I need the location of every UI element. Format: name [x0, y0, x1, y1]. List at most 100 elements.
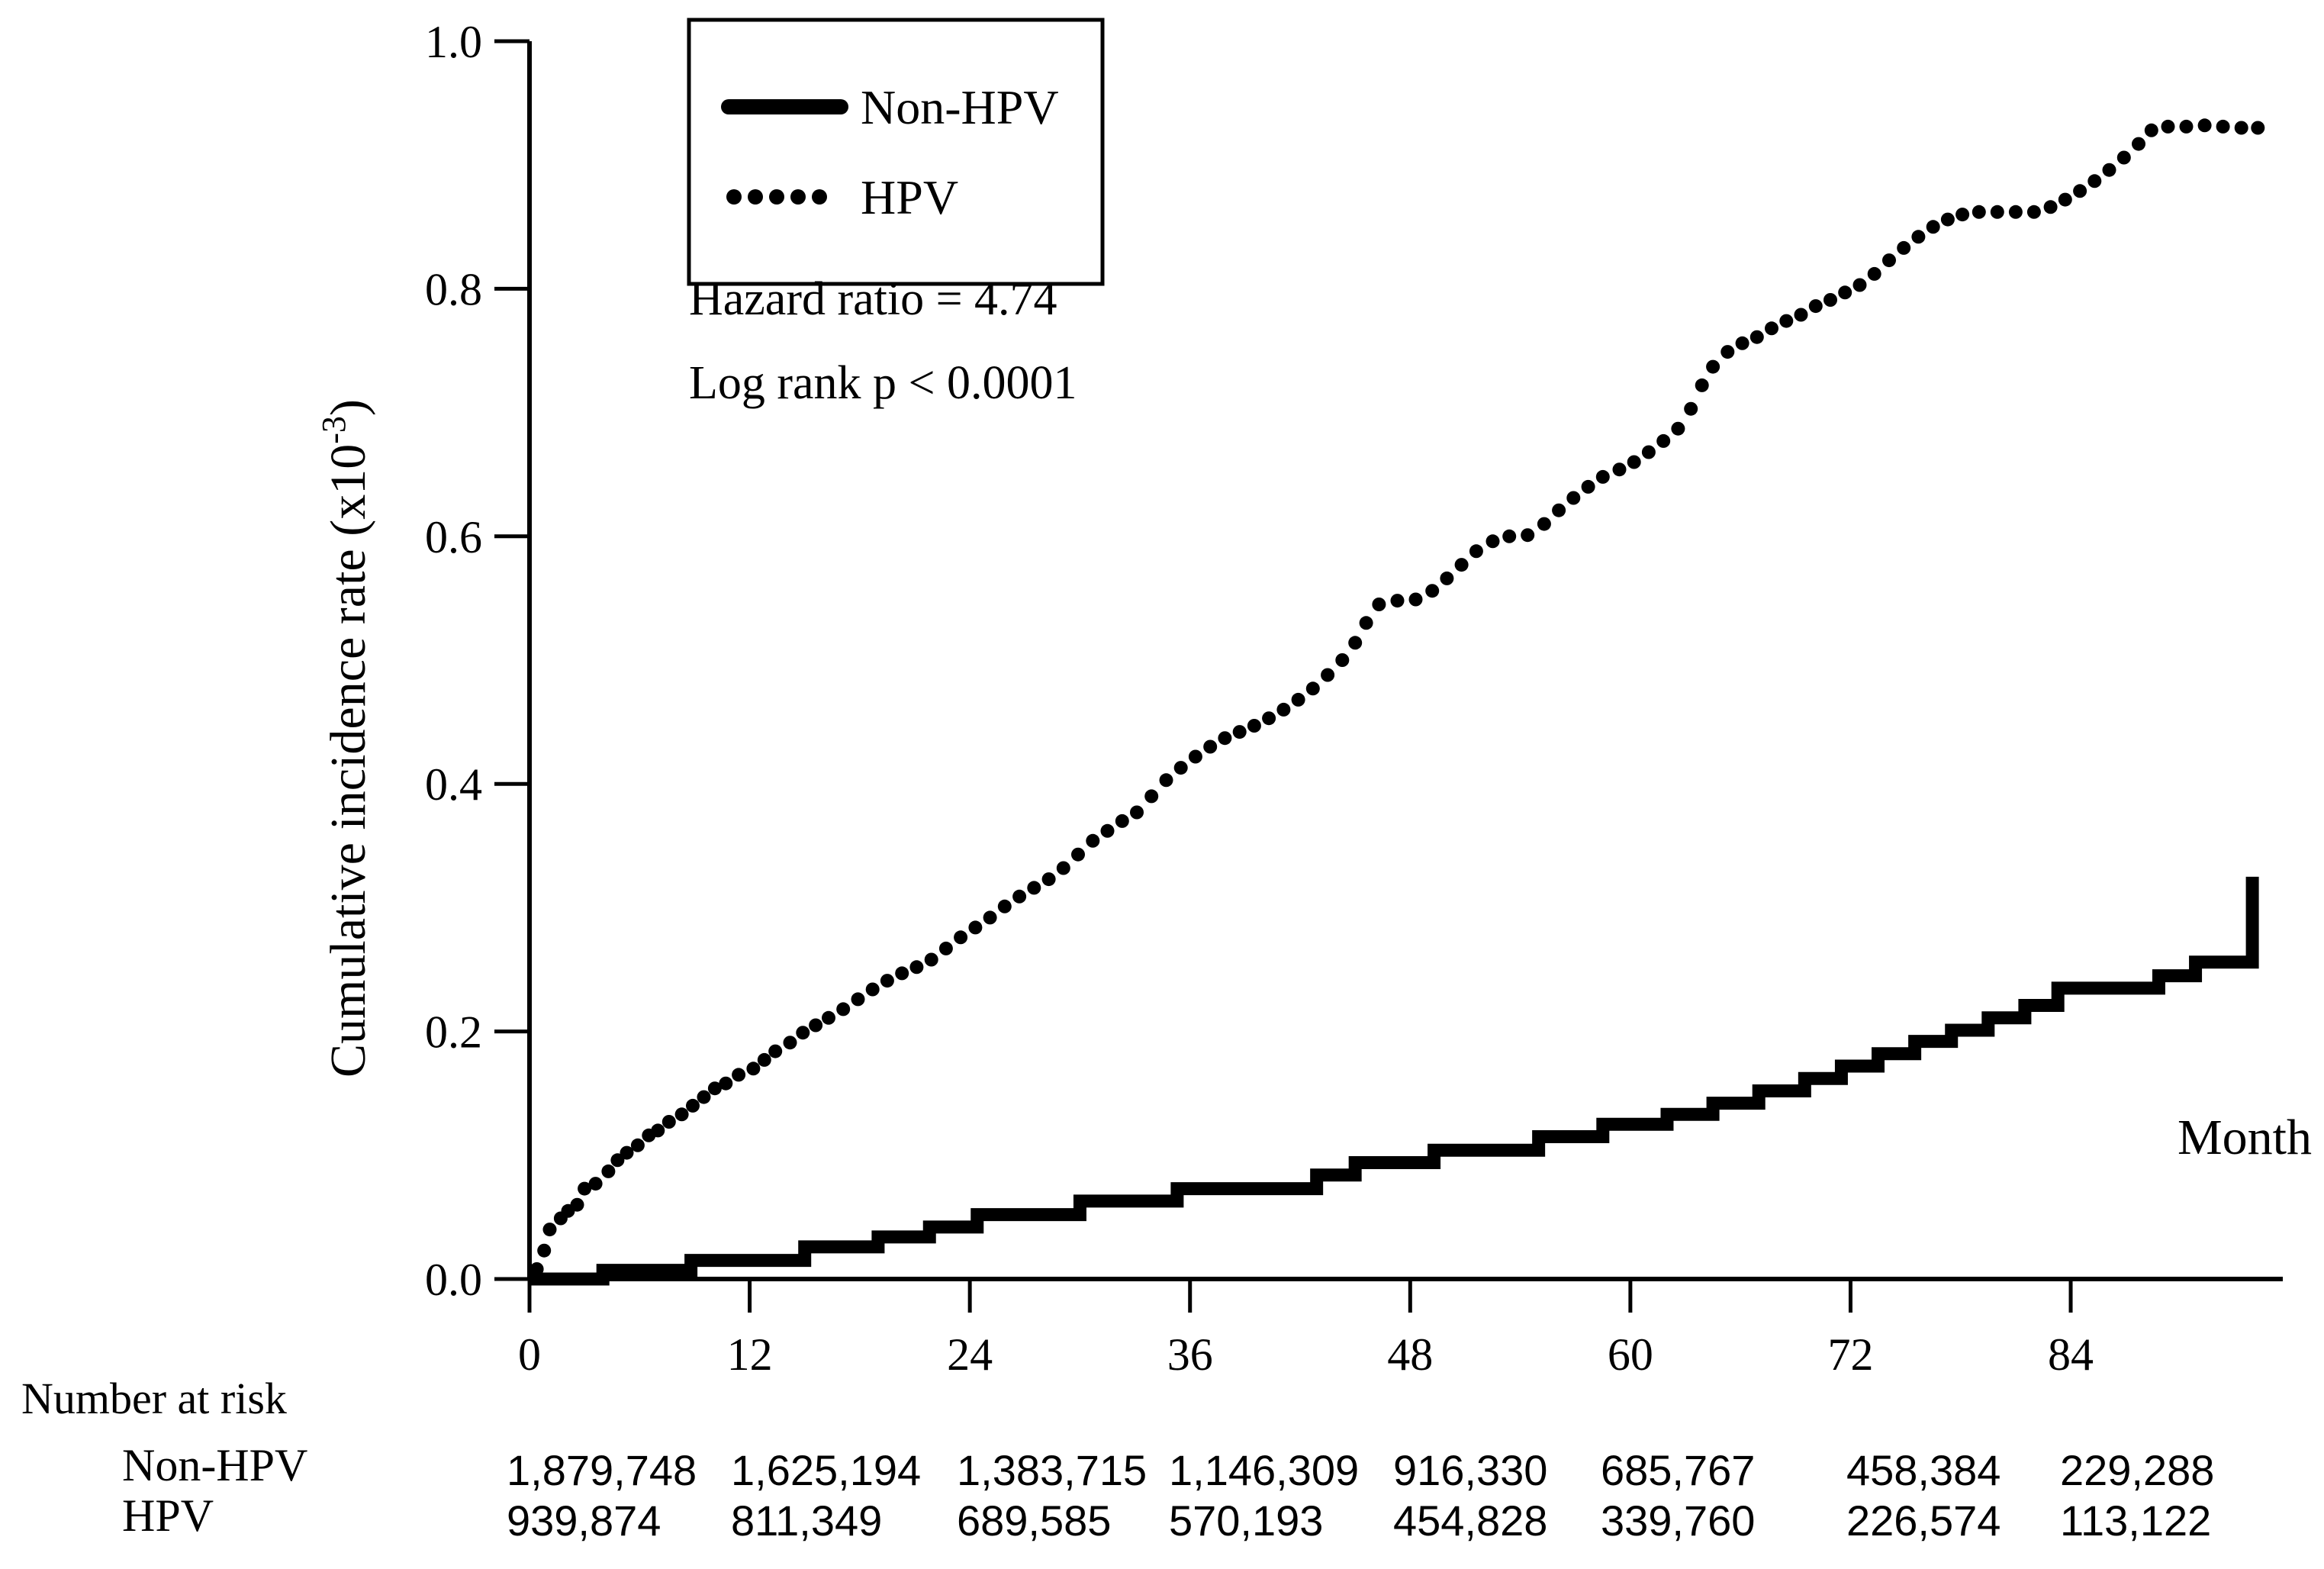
hpv-dot — [2087, 174, 2102, 188]
hpv-dot — [630, 1138, 645, 1152]
legend-dot — [769, 189, 784, 205]
y-tick-label: 0.4 — [425, 759, 482, 810]
hpv-dot — [1823, 293, 1837, 307]
hpv-dot — [1203, 739, 1218, 754]
hpv-dot — [686, 1098, 700, 1113]
hpv-dot — [1940, 212, 1955, 227]
y-axis-title-close: ) — [320, 399, 376, 416]
hpv-dot — [1144, 789, 1159, 804]
y-tick-label: 0.2 — [425, 1007, 482, 1058]
risk-value: 229,288 — [2060, 1446, 2214, 1494]
hpv-dot — [1425, 584, 1440, 598]
hpv-dot — [768, 1044, 783, 1058]
hpv-dot — [1765, 321, 1778, 336]
y-tick-label: 0.6 — [425, 512, 482, 562]
risk-value: 939,874 — [507, 1497, 661, 1545]
hpv-dot — [1291, 692, 1305, 707]
hpv-dot — [719, 1076, 733, 1091]
number-at-risk-table: Number at risk Non-HPV HPV 1,879,748 1,62… — [21, 1374, 2214, 1545]
hpv-dot — [1086, 833, 1100, 848]
hpv-dot — [2161, 119, 2175, 134]
hpv-dot — [1911, 230, 1926, 244]
hpv-dot — [757, 1052, 771, 1067]
hpv-dot — [2043, 200, 2058, 214]
hpv-dot — [1612, 462, 1627, 477]
x-tick-label: 12 — [727, 1329, 773, 1380]
y-axis-title: Cumulative incidence rate (x10-3) — [315, 399, 376, 1078]
x-tick-label: 60 — [1608, 1329, 1653, 1380]
risk-value: 339,760 — [1601, 1497, 1755, 1545]
hpv-dot — [2132, 137, 2145, 151]
risk-value: 1,383,715 — [957, 1446, 1147, 1494]
hpv-dot — [1485, 534, 1500, 549]
hpv-dot — [588, 1177, 603, 1191]
legend-dotted-line-swatch — [726, 189, 827, 205]
hpv-dot — [697, 1090, 711, 1104]
legend-dot — [812, 189, 827, 205]
hpv-dot — [1440, 571, 1454, 585]
risk-value: 689,585 — [957, 1497, 1111, 1545]
hpv-dot — [1027, 881, 1041, 895]
hpv-dot — [1867, 266, 1881, 281]
hpv-dot — [1390, 594, 1405, 608]
risk-value: 1,879,748 — [507, 1446, 697, 1494]
hpv-dot — [1552, 503, 1566, 517]
hpv-dot — [1335, 653, 1350, 667]
legend-dot — [748, 189, 763, 205]
hpv-dot — [851, 992, 865, 1007]
x-tick-label: 24 — [947, 1329, 993, 1380]
x-tick-label: 48 — [1387, 1329, 1433, 1380]
hpv-dot — [1408, 592, 1423, 607]
hpv-dot — [1537, 517, 1551, 531]
non-hpv-curve — [529, 876, 2259, 1286]
hpv-dot — [822, 1010, 835, 1025]
hpv-dot — [1247, 719, 1261, 733]
hpv-dot — [2026, 205, 2041, 219]
hpv-dot — [1641, 445, 1656, 459]
hpv-dot — [924, 952, 938, 967]
legend-dot — [726, 189, 742, 205]
x-tick-label: 36 — [1167, 1329, 1213, 1380]
hpv-dot — [1808, 299, 1823, 314]
y-tick-label: 0.8 — [425, 264, 482, 314]
hpv-dot — [2008, 205, 2023, 219]
hpv-dot — [1735, 336, 1749, 350]
hpv-dot — [620, 1145, 634, 1160]
hpv-dot — [542, 1223, 557, 1237]
legend: Non-HPV HPV — [687, 18, 1105, 286]
x-axis-title: Month — [2178, 1110, 2312, 1165]
hpv-dot — [1372, 598, 1386, 611]
risk-value: 454,828 — [1393, 1497, 1547, 1545]
hpv-dot — [1159, 773, 1173, 788]
number-at-risk-heading: Number at risk — [21, 1374, 287, 1423]
hpv-dot — [674, 1107, 689, 1122]
hpv-dot — [651, 1123, 665, 1138]
hpv-dot — [2251, 121, 2265, 135]
risk-value: 113,122 — [2060, 1497, 2211, 1545]
hpv-dot — [1720, 345, 1735, 359]
risk-value: 685,767 — [1601, 1446, 1755, 1494]
hpv-dot — [968, 920, 983, 935]
hpv-dot — [1794, 308, 1808, 322]
hpv-dot — [997, 899, 1012, 913]
hpv-dot — [1972, 205, 1986, 219]
x-tick-label: 84 — [2048, 1329, 2094, 1380]
hpv-dot — [1130, 805, 1144, 820]
hpv-dot — [1838, 285, 1852, 300]
hpv-dot — [1469, 544, 1483, 559]
hpv-dot — [865, 982, 880, 997]
hpv-dotted-curve — [529, 118, 2265, 1276]
hpv-dot — [2116, 150, 2131, 165]
y-axis-title-base: Cumulative incidence rate (x10 — [320, 444, 376, 1078]
hpv-dot — [1359, 616, 1373, 630]
hpv-dot — [707, 1081, 722, 1096]
hpv-dot — [1041, 872, 1056, 887]
legend-label-hpv: HPV — [861, 170, 958, 224]
risk-value: 226,574 — [1846, 1497, 2001, 1545]
risk-values-row-hpv: 939,874 811,349 689,585 570,193 454,828 339,7… — [507, 1497, 2211, 1545]
hpv-dot — [1926, 220, 1940, 234]
hpv-dot — [661, 1115, 676, 1129]
hpv-dot — [1012, 889, 1027, 904]
hpv-dot — [1348, 636, 1363, 650]
